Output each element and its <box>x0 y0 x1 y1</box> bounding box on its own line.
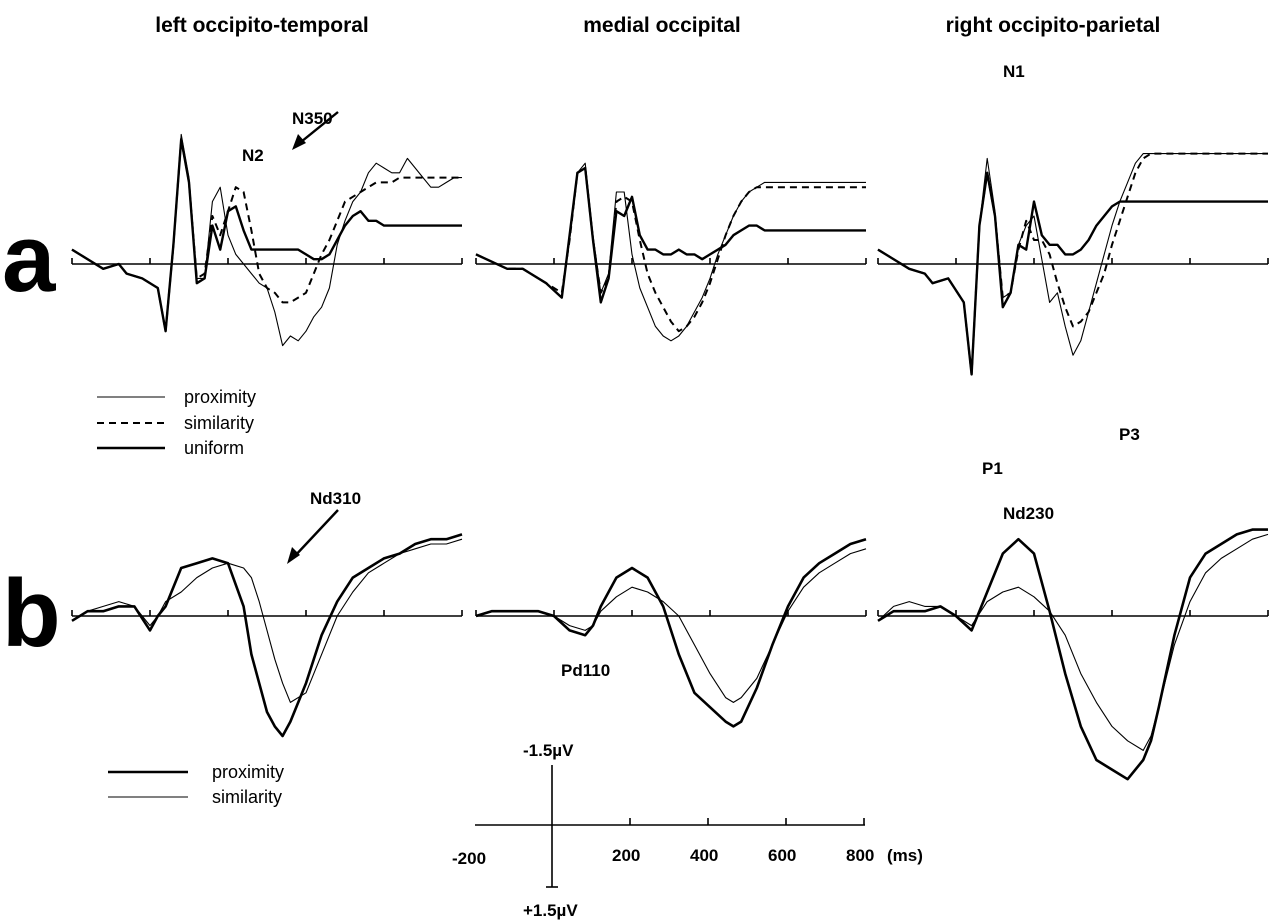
peak-label-p1: P1 <box>982 459 1003 478</box>
scale-x-label-neg200: -200 <box>452 849 486 868</box>
legend-b-label-similarity: similarity <box>212 787 282 807</box>
panel-letter-b: b <box>2 560 61 667</box>
peak-label-pd110: Pd110 <box>561 661 610 680</box>
series-line-b-1-proximity <box>475 537 867 728</box>
legend-panel-a: proximity similarity uniform <box>97 387 256 458</box>
nd310-arrow-shaft <box>292 509 339 559</box>
series-line-a-1-similarity <box>475 167 866 333</box>
column-title-right-occipito-parietal: right occipito-parietal <box>946 14 1161 37</box>
peak-label-n1: N1 <box>1003 62 1025 81</box>
series-line-a-0-proximity <box>71 133 462 347</box>
series-line-b-0-proximity <box>71 533 463 738</box>
series-line-a-1-proximity <box>475 162 866 342</box>
series-line-a-0-uniform <box>71 138 462 333</box>
legend-a-label-proximity: proximity <box>184 387 256 407</box>
legend-a-label-similarity: similarity <box>184 413 254 433</box>
legend-b-label-proximity: proximity <box>212 762 284 782</box>
peak-label-nd230: Nd230 <box>1003 504 1054 523</box>
scale-y-bottom-label: +1.5µV <box>523 901 578 920</box>
series-line-b-1-similarity <box>475 548 867 703</box>
peak-label-n350: N350 <box>292 109 333 128</box>
n350-arrow-head <box>292 134 306 150</box>
scale-x-label-400: 400 <box>690 846 718 865</box>
nd310-arrow-head <box>287 547 300 564</box>
peak-label-nd310: Nd310 <box>310 489 361 508</box>
scale-x-unit: (ms) <box>887 846 923 865</box>
peak-annotations: N2 N350 N1 P1 P3 Nd310 Pd110 Nd230 <box>242 62 1140 680</box>
peak-label-p3: P3 <box>1119 425 1140 444</box>
column-titles: left occipito-temporal medial occipital … <box>155 14 1160 37</box>
series-line-b-2-similarity <box>877 533 1269 751</box>
legend-a-label-uniform: uniform <box>184 438 244 458</box>
peak-label-n2: N2 <box>242 146 264 165</box>
legend-panel-b: proximity similarity <box>108 762 284 807</box>
series-line-a-2-uniform <box>877 171 1268 376</box>
series-line-a-1-uniform <box>475 166 866 304</box>
panel-letter-a: a <box>2 205 56 312</box>
scale-x-label-600: 600 <box>768 846 796 865</box>
scale-x-label-800: 800 <box>846 846 874 865</box>
scale-x-label-200: 200 <box>612 846 640 865</box>
column-title-left-occipito-temporal: left occipito-temporal <box>155 14 369 37</box>
scale-y-top-label: -1.5µV <box>523 741 574 760</box>
plot-area <box>71 133 1269 781</box>
scale-bar: -1.5µV +1.5µV -200 200 400 600 800 (ms) <box>452 741 923 920</box>
series-line-b-0-similarity <box>71 538 463 703</box>
series-line-a-0-similarity <box>71 138 462 333</box>
column-title-medial-occipital: medial occipital <box>583 14 741 37</box>
